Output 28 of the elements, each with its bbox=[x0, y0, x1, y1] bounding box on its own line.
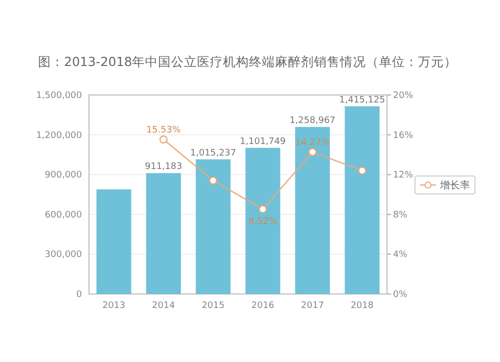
x-tick-label: 2016 bbox=[251, 301, 275, 311]
x-tick-label: 2014 bbox=[152, 301, 176, 311]
data-label: 1,101,749 bbox=[240, 136, 286, 147]
x-tick-label: 2015 bbox=[202, 301, 225, 311]
data-label: 1,258,967 bbox=[290, 116, 336, 126]
data-label: 1,015,237 bbox=[190, 148, 236, 158]
y-tick-label: 900,000 bbox=[44, 170, 82, 181]
y-tick-label: 1,500,000 bbox=[36, 91, 82, 101]
y2-tick-label: 12% bbox=[393, 170, 414, 181]
y2-tick-label: 16% bbox=[393, 130, 414, 141]
data-label: 911,183 bbox=[144, 162, 182, 172]
y-tick-label: 300,000 bbox=[44, 250, 82, 260]
data-label: 8.52% bbox=[248, 217, 278, 228]
y-tick-label: 1,200,000 bbox=[36, 130, 82, 141]
y2-tick-label: 8% bbox=[393, 210, 408, 220]
data-label: 15.53% bbox=[146, 125, 182, 136]
data-label: 14.27% bbox=[295, 138, 330, 148]
y-tick-label: 0 bbox=[76, 290, 82, 300]
y2-tick-label: 4% bbox=[393, 250, 408, 260]
y2-tick-label: 0% bbox=[393, 290, 408, 300]
legend-label: 增长率 bbox=[439, 180, 470, 192]
y2-tick-label: 20% bbox=[393, 91, 414, 101]
title: 图：2013-2018年中国公立医疗机构终端麻醉剂销售情况（单位：万元） bbox=[38, 54, 458, 69]
y-tick-label: 600,000 bbox=[44, 210, 82, 220]
data-label: 1,415,125 bbox=[339, 95, 386, 106]
x-tick-label: 2017 bbox=[301, 301, 324, 311]
x-tick-label: 2013 bbox=[102, 301, 126, 311]
x-tick-label: 2018 bbox=[350, 301, 374, 311]
